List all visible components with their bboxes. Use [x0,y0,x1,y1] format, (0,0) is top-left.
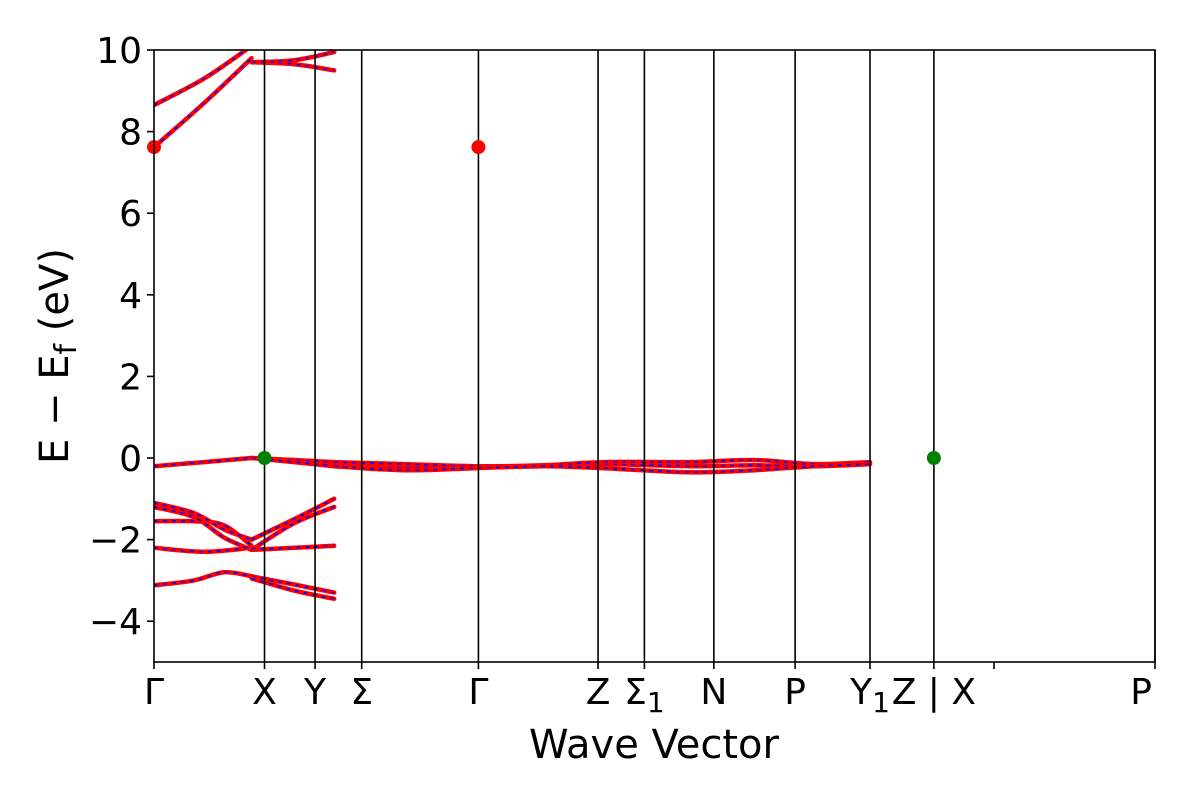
band-line-dashed [154,506,252,551]
x-tick-label: X [252,672,277,713]
band-line-dashed [251,577,335,600]
band-line-dashed [251,544,335,551]
band-line-dashed [334,459,871,468]
band-line-dashed [251,575,335,594]
y-tick-label: 8 [119,113,142,154]
band-line-dashed [154,50,248,106]
y-tick-label: 10 [96,31,142,72]
y-tick-label: 4 [119,276,142,317]
x-tick-label: Σ [350,672,373,713]
band-edge-markers [147,140,941,465]
x-tick-label: Σ1 [624,672,665,719]
y-tick-label: 2 [119,357,142,398]
band-line-dashed [154,57,253,148]
band-line-dashed [251,506,335,551]
y-tick-label: 6 [119,194,142,235]
band-line [154,50,250,108]
y-axis-label: E − Ef (eV) [32,248,84,464]
x-tick-label: N [700,672,727,713]
x-axis-label: Wave Vector [529,722,780,768]
x-ticks: Γ X Y Σ Γ Z Σ1 N P Y1 Z | X P [144,662,1156,719]
x-tick-label: Z [586,672,611,713]
y-ticks: 10 8 6 4 2 0 −2 −4 [89,31,154,643]
x-tick-label: Y [303,672,327,713]
x-tick-label: Γ [468,672,488,713]
band-line-dashed [154,571,252,587]
x-tick-label: Z | X [892,672,976,713]
band-edge-marker [926,451,941,465]
band-line-dashed [251,498,335,541]
high-symmetry-lines [263,50,1156,662]
band-line-dashed [154,547,252,553]
x-tick-label: Γ [144,672,164,713]
band-line-dashed [154,502,252,541]
y-axis-label-main: E − E [32,354,78,464]
plot-frame [153,49,1156,663]
band-line [154,569,254,588]
x-tick-label: P [784,672,806,713]
x-tick-label: Y1 [849,672,890,719]
y-axis-label-units: (eV) [32,248,78,344]
y-tick-label: 0 [119,439,142,480]
band-line-dashed [334,463,871,474]
y-tick-label: −2 [89,521,142,562]
y-tick-label: −4 [89,602,142,643]
band-edge-marker [471,140,486,155]
band-lines [154,50,873,602]
band-line-dashed [154,457,252,467]
band-edge-marker [257,451,272,465]
band-line-dashed [251,51,335,63]
x-tick-label: P [1130,672,1152,713]
y-axis-label-subscript: f [49,342,84,354]
